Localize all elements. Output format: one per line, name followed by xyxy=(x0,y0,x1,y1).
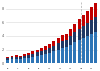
Bar xyxy=(48,48,51,53)
Bar xyxy=(52,46,55,51)
Bar xyxy=(57,38,60,43)
Bar xyxy=(19,57,22,59)
Bar xyxy=(94,32,97,63)
Bar xyxy=(86,23,89,36)
Bar xyxy=(10,57,14,59)
Bar xyxy=(73,42,76,63)
Bar xyxy=(36,52,39,56)
Bar xyxy=(86,11,89,23)
Bar xyxy=(78,29,81,40)
Bar xyxy=(48,44,51,48)
Bar xyxy=(15,55,18,57)
Bar xyxy=(44,54,47,63)
Bar xyxy=(48,53,51,63)
Bar xyxy=(90,34,93,63)
Bar xyxy=(94,17,97,32)
Bar xyxy=(82,26,85,38)
Bar xyxy=(32,51,34,54)
Bar xyxy=(40,51,43,55)
Bar xyxy=(78,20,81,29)
Bar xyxy=(57,49,60,63)
Bar xyxy=(52,51,55,63)
Bar xyxy=(65,40,68,47)
Bar xyxy=(23,54,26,56)
Bar xyxy=(32,57,34,63)
Bar xyxy=(27,58,30,63)
Bar xyxy=(19,56,22,57)
Bar xyxy=(27,55,30,58)
Bar xyxy=(69,36,72,45)
Bar xyxy=(6,60,9,63)
Bar xyxy=(90,7,93,20)
Bar xyxy=(61,48,64,63)
Bar xyxy=(69,45,72,63)
Bar xyxy=(82,15,85,26)
Bar xyxy=(10,59,14,63)
Bar xyxy=(15,57,18,59)
Bar xyxy=(57,43,60,49)
Bar xyxy=(23,56,26,58)
Bar xyxy=(15,59,18,63)
Bar xyxy=(82,38,85,63)
Bar xyxy=(27,53,30,55)
Bar xyxy=(90,20,93,34)
Bar xyxy=(61,41,64,48)
Bar xyxy=(65,47,68,63)
Bar xyxy=(73,24,76,32)
Bar xyxy=(40,55,43,63)
Bar xyxy=(94,3,97,17)
Bar xyxy=(69,29,72,36)
Bar xyxy=(44,46,47,49)
Bar xyxy=(10,56,14,57)
Bar xyxy=(36,56,39,63)
Bar xyxy=(32,54,34,57)
Bar xyxy=(40,48,43,51)
Bar xyxy=(86,36,89,63)
Bar xyxy=(19,59,22,63)
Bar xyxy=(65,34,68,40)
Bar xyxy=(44,49,47,54)
Bar xyxy=(6,57,9,58)
Bar xyxy=(52,41,55,46)
Bar xyxy=(23,58,26,63)
Bar xyxy=(73,32,76,42)
Bar xyxy=(36,50,39,52)
Bar xyxy=(6,58,9,60)
Bar xyxy=(61,35,64,41)
Bar xyxy=(78,40,81,63)
